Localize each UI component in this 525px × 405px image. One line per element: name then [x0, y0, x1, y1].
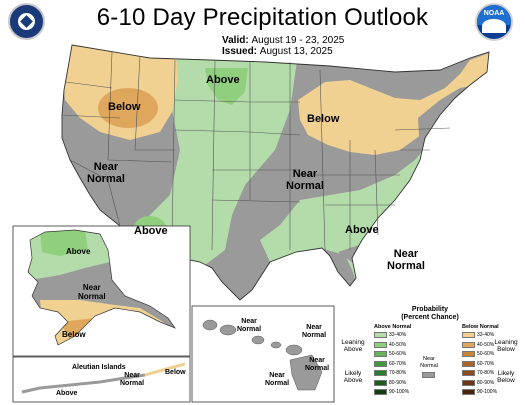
legend-title: Probability [411, 306, 449, 313]
noaa-logo-icon: NOAA [475, 3, 513, 41]
legend-below-bin-5: 70-80% [477, 370, 495, 376]
legend-near-normal-swatch [422, 372, 435, 378]
legend-above-header: Above Normal [374, 324, 412, 330]
legend-near-normal-label: Near Normal [420, 356, 438, 369]
legend-above-swatch-1 [374, 332, 387, 338]
label-above-sw: Above [134, 225, 168, 237]
state-lines [61, 44, 490, 301]
legend-above-bin-3: 50-60% [389, 351, 407, 357]
label-hi-near-normal-3: Near Normal [305, 357, 330, 372]
label-above-se: Above [345, 224, 379, 236]
valid-value: August 19 - 23, 2025 [251, 35, 345, 46]
label-ak-near-normal: Near Normal [78, 283, 106, 301]
legend-above-swatch-5 [374, 370, 387, 376]
above-40-north [205, 68, 248, 105]
legend-above-swatch-3 [374, 351, 387, 357]
valid-line: Valid: August 19 - 23, 2025 [222, 35, 344, 46]
legend-likely-below: Likely Below [497, 370, 515, 384]
legend-below-bin-3: 50-60% [477, 351, 495, 357]
issued-line: Issued: August 13, 2025 [222, 46, 333, 57]
legend-subtitle: (Percent Chance) [401, 314, 459, 321]
label-above-north: Above [206, 74, 240, 86]
label-near-normal-se: Near Normal [387, 248, 425, 273]
label-near-normal-west: Near Normal [87, 161, 125, 186]
legend-below-bin-7: 90-100% [477, 389, 498, 395]
legend-likely-above: Likely Above [343, 370, 363, 384]
legend-below-swatch-4 [462, 360, 475, 367]
label-aleutian-above: Above [56, 390, 78, 397]
legend-above-swatch-2 [374, 341, 387, 348]
label-aleutian-near-normal: Near Normal [120, 372, 145, 387]
above-band-plains [140, 45, 300, 265]
legend-leaning-below: Leaning Below [494, 339, 518, 353]
legend-below-swatch-2 [462, 341, 475, 348]
label-near-normal-central: Near Normal [286, 168, 324, 193]
hawaii-islands [202, 319, 323, 391]
page-title: 6-10 Day Precipitation Outlook [96, 4, 429, 31]
valid-label: Valid: [222, 35, 249, 46]
aleutian-islands [21, 362, 186, 394]
legend-above-bin-5: 70-80% [389, 370, 407, 376]
legend-above-bin-2: 40-50% [389, 341, 407, 348]
legend-leaning-above: Leaning Above [341, 339, 365, 353]
below-33-greatlakes [298, 52, 489, 155]
legend-below-bin-2: 40-50% [477, 341, 495, 348]
label-below-nw: Below [108, 101, 141, 113]
below-40-nw [98, 88, 158, 128]
probability-legend: Probability (Percent Chance) Above Norma… [336, 306, 524, 404]
issued-label: Issued: [222, 46, 258, 57]
label-hi-near-normal-4: Near Normal [265, 372, 290, 387]
legend-below-swatch-6 [462, 379, 475, 386]
label-below-greatlakes: Below [307, 113, 340, 125]
legend-above-swatch-7 [374, 389, 387, 395]
legend-above-bin-6: 80-90% [389, 379, 407, 386]
legend-above-bin-1: 33-40% [389, 332, 407, 338]
legend-below-bin-4: 60-70% [477, 360, 495, 367]
legend-below-bin-1: 33-40% [477, 332, 495, 338]
legend-below-swatch-1 [462, 332, 475, 338]
issued-value: August 13, 2025 [259, 46, 333, 57]
label-aleutian-below: Below [165, 369, 186, 376]
legend-below-swatch-5 [462, 370, 475, 376]
alaska-outline [27, 229, 176, 346]
aleutian-title: Aleutian Islands [72, 364, 126, 371]
label-hi-near-normal-2: Near Normal [302, 324, 327, 339]
legend-above-swatch-4 [374, 360, 387, 367]
label-hi-near-normal-1: Near Normal [237, 318, 262, 333]
legend-below-bin-6: 80-90% [477, 379, 495, 386]
legend-below-swatch-7 [462, 389, 475, 395]
legend-above-bin-7: 90-100% [389, 389, 410, 395]
legend-below-header: Below Normal [462, 324, 499, 330]
commerce-seal-icon [8, 3, 45, 40]
legend-below-swatch-3 [462, 351, 475, 357]
aleutian-inset-frame [12, 356, 191, 403]
label-ak-below: Below [62, 330, 86, 339]
legend-above-bin-4: 60-70% [389, 360, 407, 367]
legend-above-swatch-6 [374, 379, 387, 386]
noaa-logo-text: NOAA [483, 10, 505, 17]
label-ak-above: Above [66, 247, 91, 256]
